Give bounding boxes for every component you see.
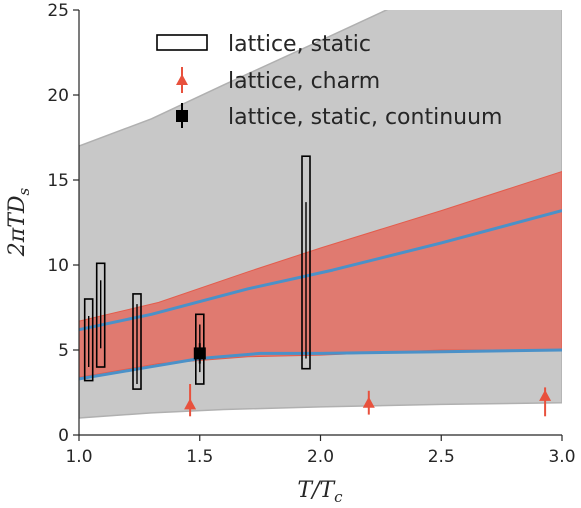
- continuum-square-0: [193, 347, 206, 360]
- legend-label-charm: lattice, charm: [228, 69, 380, 94]
- charm-triangle-1: [362, 396, 375, 408]
- y-tick-label-2: 10: [47, 256, 69, 276]
- legend: lattice, static lattice, charm lattice, …: [156, 32, 502, 130]
- x-axis-label: T/Tc: [297, 478, 343, 506]
- static-box-0: [83, 298, 94, 382]
- legend-item-continuum: lattice, static, continuum: [176, 103, 502, 130]
- charm-point-0: [184, 384, 197, 417]
- y-ticks: 0 5 10 15 20 25: [47, 1, 79, 446]
- charm-triangle-2: [539, 389, 552, 401]
- charm-point-1: [362, 390, 375, 415]
- y-tick-label-4: 20: [47, 86, 69, 106]
- y-tick-label-3: 15: [47, 171, 69, 191]
- plot-area: [79, 10, 562, 419]
- static-point-0: [83, 298, 94, 382]
- y-tick-label-5: 25: [47, 1, 69, 21]
- data-markers: [83, 155, 552, 417]
- charm-triangle-0: [184, 398, 197, 410]
- legend-item-static: lattice, static: [156, 32, 371, 57]
- x-ticks: 1.0 1.5 2.0 2.5 3.0: [65, 435, 576, 467]
- static-point-2: [132, 293, 142, 390]
- continuum-point-0: [193, 343, 206, 364]
- static-point-1: [95, 262, 106, 368]
- x-tick-label-2: 2.0: [307, 447, 334, 467]
- y-tick-label-1: 5: [58, 341, 69, 361]
- x-tick-label-3: 2.5: [428, 447, 455, 467]
- x-tick-label-4: 3.0: [548, 447, 575, 467]
- legend-label-continuum: lattice, static, continuum: [228, 105, 502, 130]
- x-tick-label-0: 1.0: [65, 447, 92, 467]
- legend-marker-square: [176, 110, 188, 122]
- legend-item-charm: lattice, charm: [176, 67, 380, 94]
- legend-marker-open-rect: [156, 34, 208, 51]
- charm-point-2: [539, 387, 552, 417]
- static-box-2: [132, 293, 142, 390]
- static-point-4: [301, 155, 311, 370]
- blue-lower-line: [79, 348, 562, 381]
- static-box-4: [301, 155, 311, 370]
- blue-upper-line: [79, 209, 562, 332]
- axes: 1.0 1.5 2.0 2.5 3.0 0 5 10 15 20 25: [47, 1, 575, 467]
- static-box-1: [95, 262, 106, 368]
- x-tick-label-1: 1.5: [186, 447, 213, 467]
- legend-label-static: lattice, static: [228, 32, 371, 57]
- y-axis-label: 2πTDs: [5, 187, 33, 257]
- y-tick-label-0: 0: [58, 426, 69, 446]
- legend-marker-triangle: [176, 74, 188, 85]
